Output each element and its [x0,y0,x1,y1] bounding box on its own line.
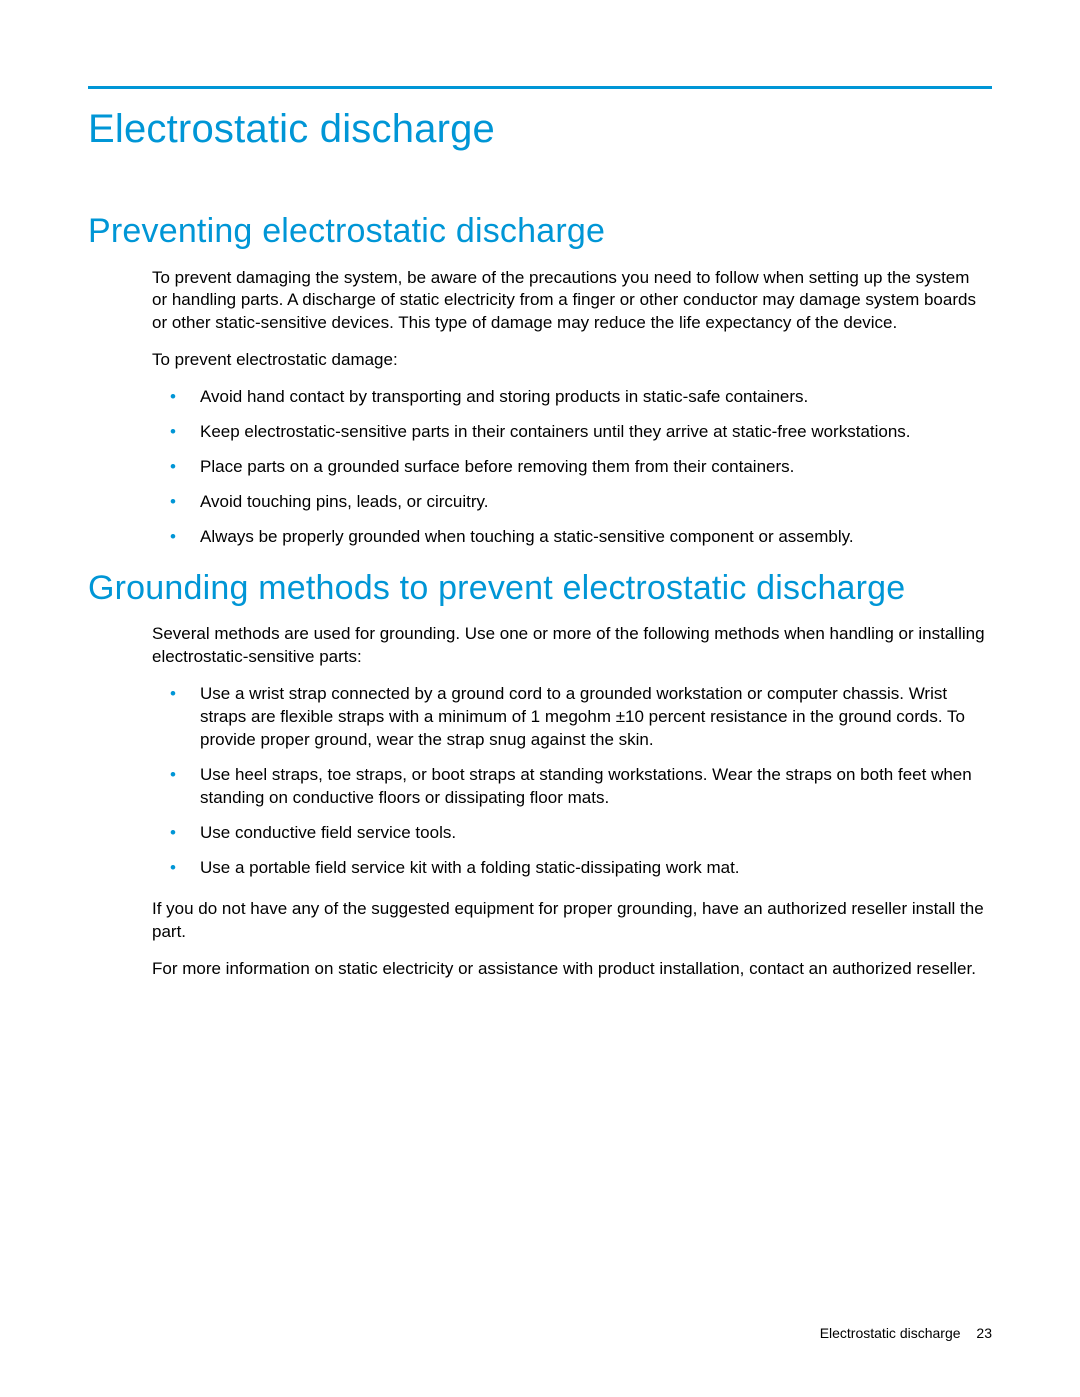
list-item: Use conductive field service tools. [170,822,988,845]
section-body: To prevent damaging the system, be aware… [88,267,992,549]
list-item: Use heel straps, toe straps, or boot str… [170,764,988,810]
bullet-list: Use a wrist strap connected by a ground … [152,683,988,880]
section-heading: Grounding methods to prevent electrostat… [88,567,992,610]
bullet-list: Avoid hand contact by transporting and s… [152,386,988,549]
paragraph: For more information on static electrici… [152,958,988,981]
section-heading: Preventing electrostatic discharge [88,210,992,253]
page-footer: Electrostatic discharge 23 [820,1325,992,1341]
paragraph: To prevent damaging the system, be aware… [152,267,988,336]
paragraph: If you do not have any of the suggested … [152,898,988,944]
paragraph: To prevent electrostatic damage: [152,349,988,372]
list-item: Avoid hand contact by transporting and s… [170,386,988,409]
list-item: Always be properly grounded when touchin… [170,526,988,549]
top-rule [88,86,992,89]
page-title: Electrostatic discharge [88,107,992,152]
paragraph: Several methods are used for grounding. … [152,623,988,669]
section-body: Several methods are used for grounding. … [88,623,992,980]
page: Electrostatic discharge Preventing elect… [0,0,1080,1397]
list-item: Use a wrist strap connected by a ground … [170,683,988,752]
footer-section-label: Electrostatic discharge [820,1325,961,1341]
list-item: Avoid touching pins, leads, or circuitry… [170,491,988,514]
footer-page-number: 23 [976,1325,992,1341]
list-item: Keep electrostatic-sensitive parts in th… [170,421,988,444]
list-item: Use a portable field service kit with a … [170,857,988,880]
list-item: Place parts on a grounded surface before… [170,456,988,479]
